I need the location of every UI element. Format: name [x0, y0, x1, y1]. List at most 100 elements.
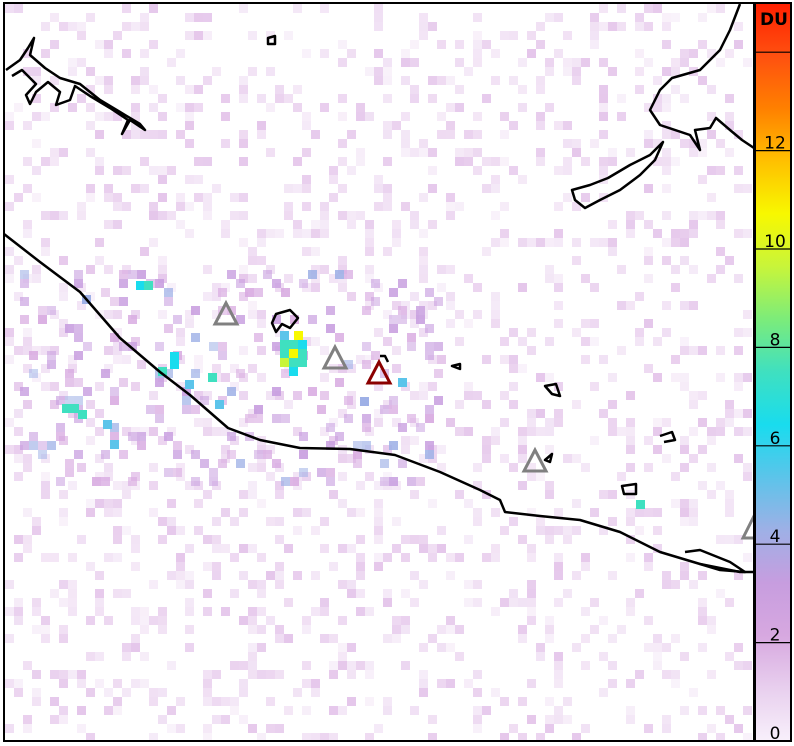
- so2-pixel: [50, 346, 59, 355]
- so2-pixel: [266, 517, 275, 526]
- so2-pixel: [275, 229, 284, 238]
- so2-pixel: [455, 85, 464, 94]
- so2-pixel: [254, 450, 263, 459]
- so2-pixel: [482, 247, 491, 256]
- so2-pixel: [266, 616, 275, 625]
- so2-pixel: [59, 598, 68, 607]
- so2-pixel: [176, 220, 185, 229]
- so2-pixel: [23, 463, 32, 472]
- so2-pixel: [119, 297, 128, 306]
- so2-pixel: [473, 706, 482, 715]
- so2-pixel: [734, 274, 743, 283]
- so2-pixel: [509, 364, 518, 373]
- so2-pixel: [347, 670, 356, 679]
- so2-pixel: [68, 355, 77, 364]
- so2-pixel: [329, 274, 338, 283]
- so2-pixel: [41, 481, 50, 490]
- so2-pixel: [257, 589, 266, 598]
- so2-pixel: [122, 202, 131, 211]
- so2-pixel: [281, 288, 290, 297]
- so2-pixel: [50, 400, 59, 409]
- so2-pixel: [644, 247, 653, 256]
- so2-pixel: [113, 355, 122, 364]
- so2-pixel: [257, 121, 266, 130]
- so2-pixel: [545, 427, 554, 436]
- so2-pixel: [173, 468, 182, 477]
- so2-pixel: [473, 688, 482, 697]
- so2-pixel: [437, 265, 446, 274]
- so2-pixel: [653, 229, 662, 238]
- so2-pixel: [110, 396, 119, 405]
- so2-pixel: [128, 342, 137, 351]
- so2-pixel: [14, 607, 23, 616]
- so2-pixel: [599, 22, 608, 31]
- so2-pixel: [86, 508, 95, 517]
- so2-pixel: [86, 418, 95, 427]
- so2-pixel: [5, 418, 14, 427]
- so2-pixel: [131, 130, 140, 139]
- so2-pixel: [401, 301, 410, 310]
- so2-pixel: [194, 31, 203, 40]
- so2-pixel: [401, 139, 410, 148]
- so2-pixel: [689, 301, 698, 310]
- so2-pixel: [392, 364, 401, 373]
- so2-pixel: [599, 616, 608, 625]
- so2-pixel: [194, 103, 203, 112]
- so2-pixel: [308, 387, 317, 396]
- so2-pixel: [185, 229, 194, 238]
- so2-pixel: [158, 130, 167, 139]
- so2-pixel: [311, 247, 320, 256]
- so2-pixel: [131, 103, 140, 112]
- so2-pixel: [95, 166, 104, 175]
- so2-pixel: [680, 463, 689, 472]
- so2-pixel: [140, 22, 149, 31]
- so2-pixel: [716, 220, 725, 229]
- so2-pixel: [410, 706, 419, 715]
- so2-pixel: [428, 94, 437, 103]
- so2-pixel: [626, 715, 635, 724]
- so2-pixel: [392, 634, 401, 643]
- so2-pixel: [65, 396, 74, 405]
- so2-pixel: [329, 562, 338, 571]
- so2-pixel: [644, 364, 653, 373]
- so2-pixel: [716, 211, 725, 220]
- so2-pixel: [425, 324, 434, 333]
- so2-pixel: [527, 589, 536, 598]
- so2-pixel: [95, 652, 104, 661]
- so2-pixel: [329, 670, 338, 679]
- so2-pixel: [5, 580, 14, 589]
- so2-pixel: [347, 544, 356, 553]
- so2-pixel: [473, 724, 482, 733]
- so2-pixel: [563, 589, 572, 598]
- so2-pixel: [464, 535, 473, 544]
- so2-pixel: [110, 423, 119, 432]
- so2-pixel: [191, 405, 200, 414]
- so2-pixel: [50, 697, 59, 706]
- so2-pixel: [680, 652, 689, 661]
- so2-pixel: [725, 508, 734, 517]
- so2-pixel: [113, 508, 122, 517]
- so2-pixel: [5, 355, 14, 364]
- so2-pixel: [212, 283, 221, 292]
- so2-pixel: [689, 427, 698, 436]
- so2-pixel: [410, 535, 419, 544]
- so2-pixel: [302, 508, 311, 517]
- so2-pixel: [59, 490, 68, 499]
- so2-pixel: [140, 679, 149, 688]
- so2-pixel: [500, 418, 509, 427]
- so2-pixel: [95, 571, 104, 580]
- so2-pixel: [608, 148, 617, 157]
- so2-pixel: [689, 580, 698, 589]
- so2-pixel: [59, 22, 68, 31]
- so2-pixel: [338, 499, 347, 508]
- so2-pixel: [455, 553, 464, 562]
- so2-pixel: [599, 103, 608, 112]
- so2-pixel: [383, 589, 392, 598]
- so2-pixel: [680, 346, 689, 355]
- so2-pixel: [14, 472, 23, 481]
- so2-pixel: [563, 454, 572, 463]
- so2-pixel: [437, 112, 446, 121]
- so2-pixel: [707, 166, 716, 175]
- so2-pixel: [536, 373, 545, 382]
